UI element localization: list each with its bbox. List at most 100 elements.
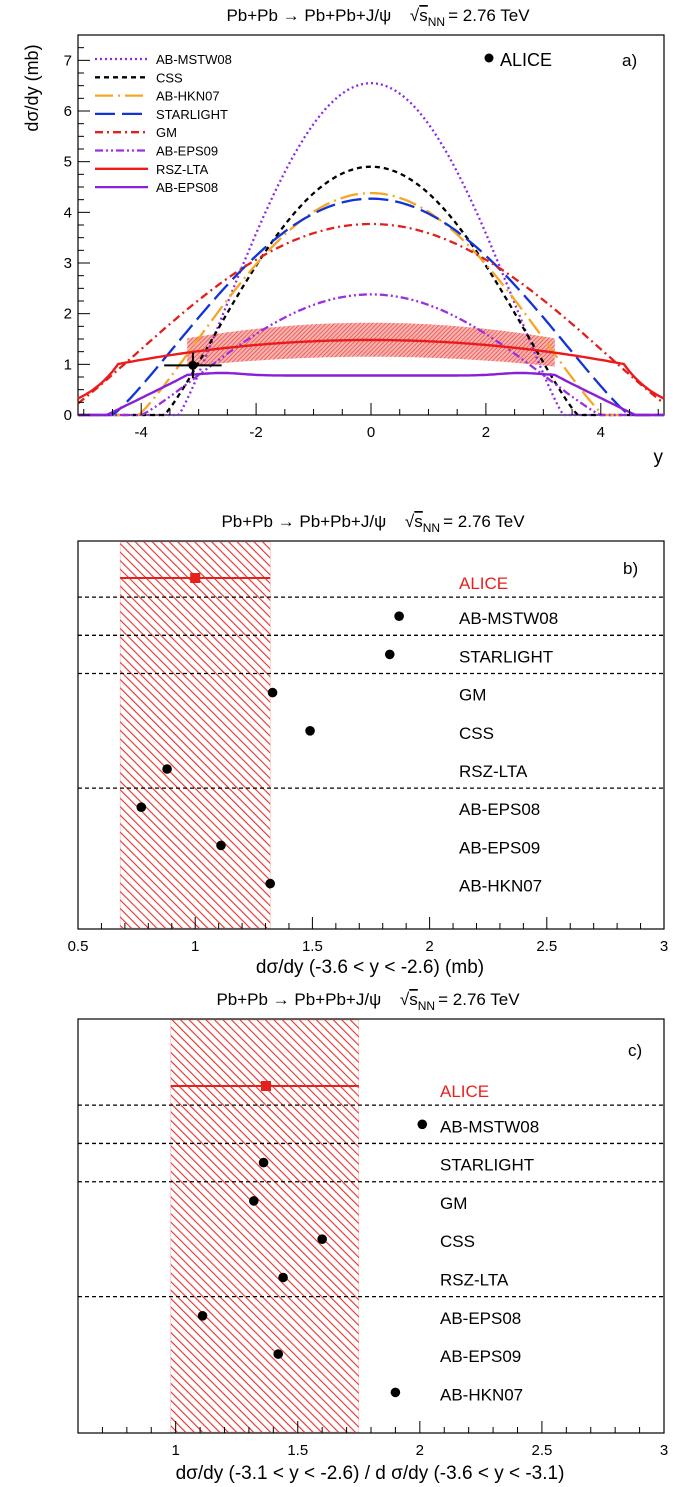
panel-a-ylabel: dσ/dy (mb) xyxy=(22,44,42,131)
model-point xyxy=(384,649,395,660)
x-tick-label: -4 xyxy=(135,424,148,441)
panel-a-rapidity-chart: Pb+Pb → Pb+Pb+J/ψ √sNN = 2.76 TeV -4 -2 0 2 4… xyxy=(22,6,665,468)
model-point xyxy=(216,840,226,851)
x-tick-label: 3 xyxy=(660,1442,668,1459)
curve-ab-eps09 xyxy=(78,293,664,417)
x-tick-label: 2 xyxy=(416,1442,424,1459)
panel-a-legend: AB-MSTW08 CSS AB-HKN07 STARLIGHT GM AB-EPS09 R… xyxy=(95,52,232,195)
model-point xyxy=(273,1349,284,1359)
model-label: AB-HKN07 xyxy=(459,877,542,896)
curve-ab-mstw08 xyxy=(78,81,664,417)
model-label: CSS xyxy=(440,1232,475,1251)
model-point xyxy=(267,687,278,698)
x-tick-label: 1.5 xyxy=(302,938,323,955)
x-tick-label: 2.5 xyxy=(531,1442,552,1459)
model-point xyxy=(317,1234,327,1244)
model-label: CSS xyxy=(459,724,494,743)
alice-marker xyxy=(261,1081,272,1091)
model-point xyxy=(136,802,147,812)
panel-c-label: c) xyxy=(628,1041,642,1060)
panel-b-label: b) xyxy=(623,559,638,578)
rsz-lta-band-area xyxy=(187,322,555,367)
panel-b-title: Pb+Pb → Pb+Pb+J/ψ √sNN = 2.76 TeV xyxy=(221,512,525,535)
x-tick-label: 0 xyxy=(367,424,375,441)
x-tick-label: 4 xyxy=(597,424,605,441)
model-label: AB-EPS08 xyxy=(459,800,540,819)
panel-b-comparison-chart: Pb+Pb → Pb+Pb+J/ψ √sNN = 2.76 TeV ALICE AB… xyxy=(68,512,669,978)
model-point xyxy=(278,1272,288,1283)
panel-a-alice-point xyxy=(164,352,222,379)
panel-b-frame xyxy=(77,540,665,930)
curve-ab-eps08 xyxy=(78,371,664,417)
sqrt-symbol: √ xyxy=(410,6,420,25)
alice-marker xyxy=(190,573,201,583)
model-label: AB-HKN07 xyxy=(440,1385,523,1404)
y-tick-label: 3 xyxy=(64,255,72,272)
panel-a-title: Pb+Pb → Pb+Pb+J/ψ √sNN = 2.76 TeV xyxy=(226,6,530,29)
legend-label: AB-HKN07 xyxy=(156,89,220,104)
legend-label: CSS xyxy=(156,70,183,85)
model-label: AB-MSTW08 xyxy=(459,609,558,628)
legend-label: GM xyxy=(156,125,177,140)
model-point xyxy=(305,726,315,736)
model-point xyxy=(394,611,404,621)
y-tick-label: 5 xyxy=(64,154,72,171)
x-tick-label: 1 xyxy=(171,1442,179,1459)
x-tick-label: 3 xyxy=(660,938,668,955)
legend-label: STARLIGHT xyxy=(156,107,228,122)
panel-c-xlabel: dσ/dy (-3.1 < y < -2.6) / d σ/dy (-3.6 <… xyxy=(176,1463,565,1484)
model-label: GM xyxy=(459,686,486,705)
x-tick-label: 1.5 xyxy=(287,1442,308,1459)
y-tick-label: 4 xyxy=(64,204,72,221)
alice-legend-label: ALICE xyxy=(500,50,552,70)
model-label: STARLIGHT xyxy=(459,647,553,666)
model-label: AB-EPS08 xyxy=(440,1309,521,1328)
panel-b-content: ALICE AB-MSTW08 STARLIGHT GM CSS RSZ-LTA AB-EP… xyxy=(68,541,668,955)
model-point xyxy=(197,1311,208,1321)
model-label: GM xyxy=(440,1194,467,1213)
x-tick-label: -2 xyxy=(249,424,262,441)
curve-gm xyxy=(77,222,665,405)
alice-legend-marker xyxy=(484,53,494,63)
legend-label: AB-MSTW08 xyxy=(156,52,232,67)
panel-c-content: ALICE AB-MSTW08 STARLIGHT GM CSS RSZ-LTA AB-EP… xyxy=(77,1019,668,1459)
model-label: AB-MSTW08 xyxy=(440,1117,539,1136)
y-tick-label: 1 xyxy=(64,356,72,373)
model-label: AB-EPS09 xyxy=(440,1347,521,1366)
y-tick-label: 6 xyxy=(64,103,72,120)
panel-b-xlabel: dσ/dy (-3.6 < y < -2.6) (mb) xyxy=(256,957,484,978)
panel-c-ratio-chart: Pb+Pb → Pb+Pb+J/ψ √sNN = 2.76 TeV ALICE AB… xyxy=(77,990,668,1484)
y-tick-label: 7 xyxy=(64,52,72,69)
model-point xyxy=(417,1119,428,1130)
rsz-lta-uncertainty-band xyxy=(187,322,555,367)
alice-row-label: ALICE xyxy=(440,1082,489,1101)
legend-label: RSZ-LTA xyxy=(156,162,209,177)
x-tick-label: 0.5 xyxy=(68,938,89,955)
curve-css xyxy=(78,165,664,417)
curve-ab-hkn07 xyxy=(78,191,664,417)
y-tick-label: 0 xyxy=(64,407,72,424)
panel-c-frame xyxy=(77,1018,665,1434)
panel-a-xlabel: y xyxy=(654,447,664,468)
x-tick-label: 2 xyxy=(482,424,490,441)
model-label: RSZ-LTA xyxy=(440,1271,509,1290)
curve-starlight xyxy=(78,197,664,417)
x-tick-label: 1 xyxy=(191,938,199,955)
model-point xyxy=(249,1196,259,1206)
alice-uncertainty-band xyxy=(119,541,271,929)
panel-c-title: Pb+Pb → Pb+Pb+J/ψ √sNN = 2.76 TeV xyxy=(216,990,520,1013)
curve-rsz-lta xyxy=(77,338,665,400)
panel-a-label: a) xyxy=(622,51,637,70)
model-point xyxy=(390,1387,401,1398)
model-label: AB-EPS09 xyxy=(459,838,540,857)
x-tick-label: 2 xyxy=(425,938,433,955)
x-tick-label: 2.5 xyxy=(536,938,557,955)
alice-row-label: ALICE xyxy=(459,574,508,593)
model-point xyxy=(265,878,276,889)
panel-a-curves xyxy=(77,81,665,417)
y-tick-label: 2 xyxy=(64,306,72,323)
model-label: STARLIGHT xyxy=(440,1156,534,1175)
alice-point xyxy=(188,360,198,370)
legend-label: AB-EPS09 xyxy=(156,144,218,159)
